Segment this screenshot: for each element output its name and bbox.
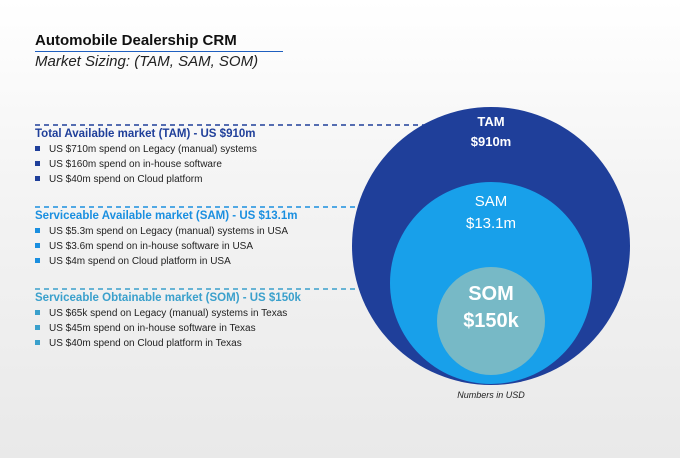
bullet-text: US $3.6m spend on in-house software in U…: [49, 240, 253, 252]
tam-value: $910m: [470, 134, 512, 149]
currency-note: Numbers in USD: [457, 390, 525, 400]
som-label: SOM: [468, 283, 514, 305]
page-subtitle: Market Sizing: (TAM, SAM, SOM): [35, 53, 259, 70]
tam-circle-label: TAM $910m: [471, 112, 511, 152]
sam-section: Serviceable Available market (SAM) - US …: [35, 210, 298, 269]
bullet-text: US $4m spend on Cloud platform in USA: [49, 255, 231, 267]
bullet-text: US $40m spend on Cloud platform: [49, 173, 203, 185]
tam-section-title: Total Available market (TAM) - US $910m: [35, 128, 256, 140]
som-section-title: Serviceable Obtainable market (SOM) - US…: [35, 292, 301, 304]
som-circle-label: SOM $150k: [463, 281, 519, 335]
bullet-square-icon: [35, 310, 40, 315]
tam-label: TAM: [477, 114, 505, 129]
som-circle: [437, 267, 545, 375]
bullet-square-icon: [35, 242, 40, 248]
bullet-square-icon: [35, 175, 40, 181]
list-item: US $5.3m spend on Legacy (manual) system…: [35, 225, 298, 240]
tam-bullet-list: US $710m spend on Legacy (manual) system…: [35, 143, 257, 187]
bullet-text: US $65k spend on Legacy (manual) systems…: [49, 308, 288, 319]
list-item: US $710m spend on Legacy (manual) system…: [35, 143, 257, 158]
sam-circle-label: SAM $13.1m: [466, 191, 516, 235]
bullet-square-icon: [35, 257, 40, 263]
bullet-square-icon: [35, 160, 40, 166]
bullet-text: US $5.3m spend on Legacy (manual) system…: [49, 226, 288, 237]
list-item: US $4m spend on Cloud platform in USA: [35, 255, 298, 270]
list-item: US $160m spend on in-house software: [35, 158, 257, 173]
som-bullet-list: US $65k spend on Legacy (manual) systems…: [35, 307, 301, 351]
bullet-square-icon: [35, 228, 40, 233]
list-item: US $40m spend on Cloud platform in Texas: [35, 337, 301, 352]
sam-section-title: Serviceable Available market (SAM) - US …: [35, 210, 298, 222]
sam-bullet-list: US $5.3m spend on Legacy (manual) system…: [35, 225, 298, 269]
bullet-square-icon: [35, 324, 40, 330]
bullet-text: US $710m spend on Legacy (manual) system…: [49, 144, 257, 155]
bullet-text: US $40m spend on Cloud platform in Texas: [49, 337, 242, 349]
list-item: US $40m spend on Cloud platform: [35, 173, 257, 188]
bullet-text: US $45m spend on in-house software in Te…: [49, 322, 256, 334]
som-value: $150k: [463, 310, 519, 332]
list-item: US $65k spend on Legacy (manual) systems…: [35, 307, 301, 322]
sam-value: $13.1m: [465, 215, 517, 232]
bullet-square-icon: [35, 339, 40, 345]
bullet-square-icon: [35, 146, 40, 151]
bullet-text: US $160m spend on in-house software: [49, 158, 222, 170]
list-item: US $3.6m spend on in-house software in U…: [35, 240, 298, 255]
tam-section: Total Available market (TAM) - US $910m …: [35, 128, 257, 187]
sam-label: SAM: [474, 193, 508, 210]
title-underline: [35, 51, 283, 52]
som-section: Serviceable Obtainable market (SOM) - US…: [35, 292, 301, 351]
list-item: US $45m spend on in-house software in Te…: [35, 322, 301, 337]
page-title: Automobile Dealership CRM: [35, 32, 237, 49]
